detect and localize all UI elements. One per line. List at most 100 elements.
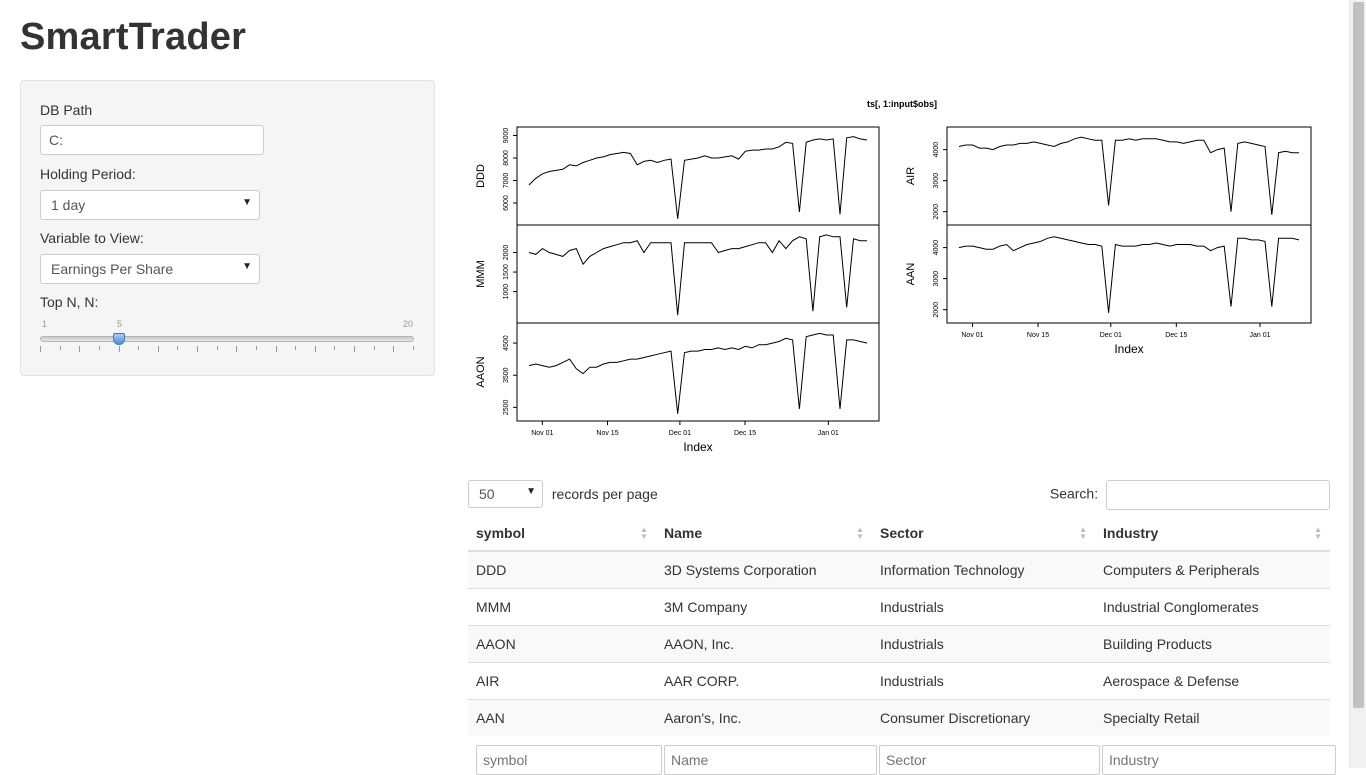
slider-tick [177,346,178,350]
top-n-label: Top N, N: [40,294,99,310]
y-tick-label: 4000 [933,142,940,158]
cell-name: 3D Systems Corporation [656,550,872,588]
records-per-page-value: 50 [479,486,495,502]
x-tick-label: Nov 01 [531,430,553,437]
y-tick-label: 1500 [503,264,510,280]
filter-symbol-input[interactable] [476,745,662,775]
holding-period-value: 1 day [51,197,86,213]
table-search: Search: [1050,480,1330,510]
table-row[interactable]: AIR AAR CORP. Industrials Aerospace & De… [468,661,1330,699]
column-header-label: symbol [476,525,526,541]
scrollbar-thumb[interactable] [1353,2,1364,708]
series-line-aaon [528,332,868,414]
slider-tick [99,346,100,350]
filter-name-input[interactable] [664,745,877,775]
x-tick-label: Nov 01 [961,332,983,339]
column-header-name[interactable]: Name ▲ ▼ [656,515,872,552]
cell-sector: Industrials [872,624,1095,662]
cell-symbol: AIR [468,661,656,699]
y-axis-label: AAON [475,356,487,387]
y-tick-label: 4500 [503,335,510,351]
app-title: SmartTrader [20,16,247,58]
cell-symbol: AAN [468,698,656,736]
filter-industry-input[interactable] [1102,745,1336,775]
slider-tick [79,346,80,352]
cell-industry: Computers & Peripherals [1095,550,1330,588]
y-axis-label: AAN [905,263,917,286]
x-tick-label: Jan 01 [1250,332,1271,339]
plot-panel-frame [516,322,880,422]
filter-sector-input[interactable] [879,745,1100,775]
sort-icon: ▲ ▼ [1079,525,1087,541]
slider-min-label: 1 [42,319,48,329]
slider-track[interactable] [40,336,414,342]
slider-tick [295,346,296,350]
table-row[interactable]: MMM 3M Company Industrials Industrial Co… [468,587,1330,625]
slider-value-label: 5 [117,319,123,329]
y-tick-label: 9000 [503,128,510,144]
variable-value: Earnings Per Share [51,261,174,277]
slider-handle[interactable] [113,333,125,345]
table-row[interactable]: DDD 3D Systems Corporation Information T… [468,550,1330,588]
slider-tick [374,346,375,350]
y-tick-label: 3500 [503,367,510,383]
page-scrollbar[interactable] [1349,0,1366,768]
x-tick-label: Nov 15 [1027,332,1049,339]
series-line-air [958,136,1299,215]
cell-name: 3M Company [656,587,872,625]
slider-tick [315,346,316,352]
column-header-symbol[interactable]: symbol ▲ ▼ [468,515,656,552]
records-per-page-select[interactable]: 50 ▼ [468,480,543,508]
sidebar-panel: DB Path Holding Period: 1 day ▼ Variable… [20,80,435,376]
cell-industry: Specialty Retail [1095,698,1330,736]
slider-tick [60,346,61,350]
db-path-input[interactable] [40,125,264,155]
y-tick-label: 6000 [503,195,510,211]
column-header-sector[interactable]: Sector ▲ ▼ [872,515,1095,552]
dropdown-caret-icon: ▼ [242,261,252,272]
y-axis-label: DDD [475,164,487,188]
table-row[interactable]: AAN Aaron's, Inc. Consumer Discretionary… [468,698,1330,736]
dropdown-caret-icon: ▼ [526,486,536,497]
y-tick-label: 2500 [503,399,510,415]
table-row[interactable]: AAON AAON, Inc. Industrials Building Pro… [468,624,1330,662]
cell-symbol: AAON [468,624,656,662]
slider-tick [354,346,355,352]
x-tick-label: Dec 15 [1165,332,1187,339]
cell-symbol: DDD [468,550,656,588]
time-series-plot: ts[, 1:input$obs] DDD 6000 7000 8000 9000 MMM 1… [475,99,1312,454]
cell-sector: Consumer Discretionary [872,698,1095,736]
holding-period-select[interactable]: 1 day ▼ [40,190,260,220]
top-n-slider[interactable]: 1 5 20 [40,319,415,359]
cell-industry: Industrial Conglomerates [1095,587,1330,625]
column-header-industry[interactable]: Industry ▲ ▼ [1095,515,1330,552]
series-line-ddd [528,136,868,219]
slider-tick [334,346,335,350]
cell-symbol: MMM [468,587,656,625]
x-tick-label: Dec 01 [1100,332,1122,339]
records-per-page-label: records per page [551,486,658,502]
x-tick-label: Jan 01 [818,430,839,437]
column-header-label: Industry [1103,525,1159,541]
slider-tick [197,346,198,352]
y-axis-label: AIR [905,167,917,185]
column-filter-row [468,745,1338,775]
plot-panel-frame [516,126,880,226]
column-header-label: Sector [880,525,924,541]
search-input[interactable] [1106,480,1330,510]
x-tick-label: Dec 15 [734,430,756,437]
y-tick-label: 7000 [503,173,510,189]
table-header-row: symbol ▲ ▼ Name ▲ ▼ Sector ▲ ▼ Industry ▲ ▼ [468,515,1330,552]
variable-select[interactable]: Earnings Per Share ▼ [40,254,260,284]
slider-grid-ticks [40,346,414,354]
series-line-mmm [528,234,867,316]
cell-sector: Industrials [872,661,1095,699]
db-path-label: DB Path [40,102,93,118]
plot-panel-frame [946,126,1312,226]
slider-max-label: 20 [403,319,414,329]
sort-icon: ▲ ▼ [1314,525,1322,541]
y-tick-label: 1000 [503,284,510,300]
slider-tick [158,346,159,352]
y-tick-label: 2000 [933,302,940,318]
slider-tick [236,346,237,352]
